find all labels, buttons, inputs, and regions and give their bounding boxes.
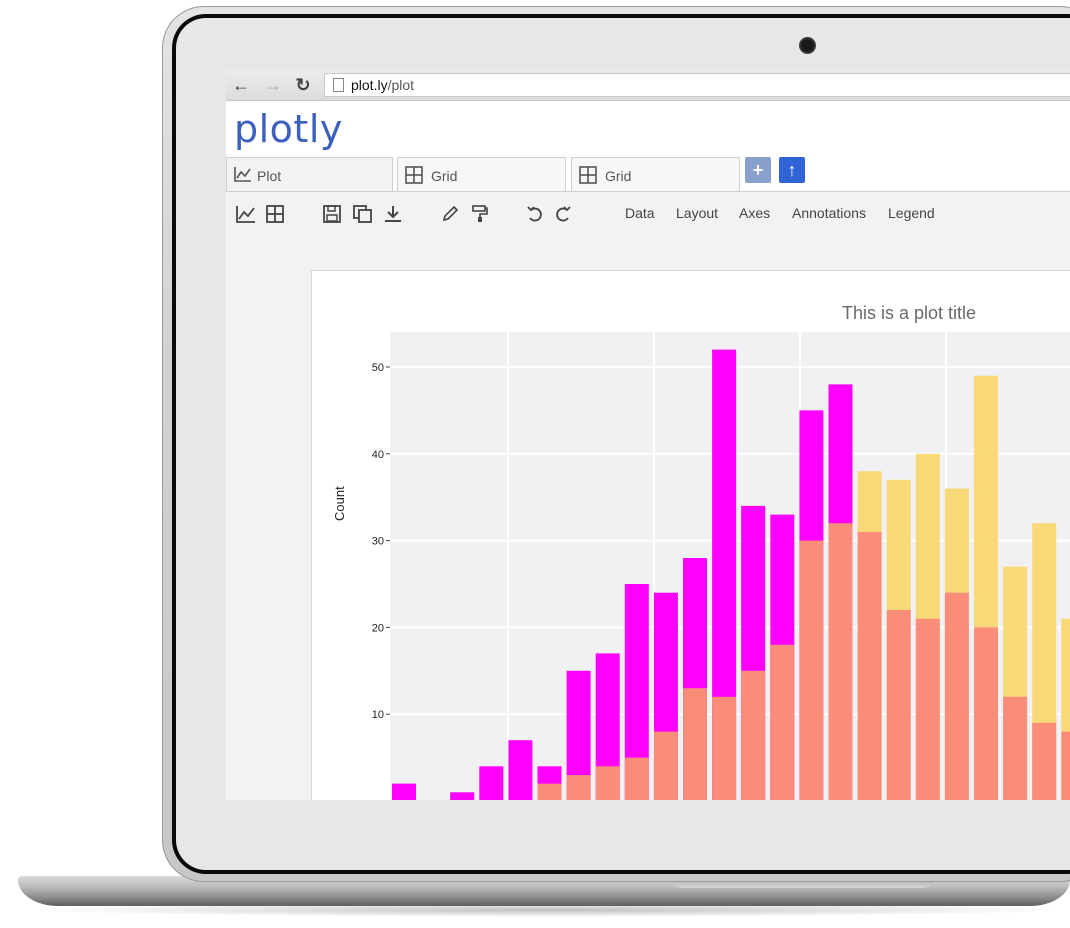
toolbar: Data Layout Axes Annotations Legend xyxy=(226,192,1070,234)
menu-data[interactable]: Data xyxy=(625,205,655,221)
bar xyxy=(624,757,649,800)
arrow-up-icon: ↑ xyxy=(787,160,797,180)
tab-label: Grid xyxy=(431,168,458,184)
bar xyxy=(712,696,737,800)
grid-icon[interactable] xyxy=(266,205,288,225)
upload-button[interactable]: ↑ xyxy=(779,157,805,183)
plus-icon: + xyxy=(752,160,764,180)
y-tick-label: 20 xyxy=(372,622,384,634)
bar xyxy=(595,766,620,800)
bar xyxy=(450,792,475,800)
plotly-logo[interactable]: plotly xyxy=(234,107,343,151)
y-tick-label: 10 xyxy=(372,709,384,721)
grid-icon xyxy=(405,166,423,187)
chart: 10 20 30 40 50 xyxy=(372,332,1070,800)
bar xyxy=(974,627,998,800)
bar xyxy=(828,523,853,800)
tab-grid-2[interactable]: Grid xyxy=(571,157,740,191)
bar xyxy=(857,531,882,800)
menu-layout[interactable]: Layout xyxy=(676,205,719,221)
forward-arrow-icon[interactable]: → xyxy=(264,75,282,95)
bar xyxy=(537,783,562,800)
tab-label: Grid xyxy=(605,168,632,184)
bar xyxy=(508,740,533,800)
url-text: plot.ly/plot xyxy=(351,77,414,93)
bar xyxy=(566,775,591,800)
download-icon[interactable] xyxy=(383,205,405,225)
bar xyxy=(799,540,824,800)
page-icon xyxy=(333,78,344,92)
camera-icon xyxy=(801,39,814,52)
bar xyxy=(479,766,504,800)
bar xyxy=(770,644,795,800)
screen: ← → ↻ plot.ly/plot plotly Plot Grid xyxy=(226,70,1070,800)
grid-icon xyxy=(579,166,597,187)
bar xyxy=(1032,722,1057,800)
redo-icon[interactable] xyxy=(554,205,576,225)
y-tick-label: 30 xyxy=(372,536,384,548)
left-gutter xyxy=(226,234,311,800)
save-icon[interactable] xyxy=(323,205,345,225)
plot-panel: 10 20 30 40 50 This is a plot title Count xyxy=(311,270,1070,800)
url-input[interactable]: plot.ly/plot xyxy=(324,73,1070,97)
bar xyxy=(653,731,678,800)
add-tab-button[interactable]: + xyxy=(745,157,771,183)
y-axis-label: Count xyxy=(332,486,347,521)
app-header: plotly xyxy=(226,101,1070,153)
undo-icon[interactable] xyxy=(526,205,548,225)
bar xyxy=(741,670,766,800)
tab-label: Plot xyxy=(257,168,282,184)
back-arrow-icon[interactable]: ← xyxy=(232,75,250,95)
menu-annotations[interactable]: Annotations xyxy=(792,205,866,221)
bar xyxy=(886,610,911,800)
url-path: /plot xyxy=(387,77,415,93)
y-tick-label: 50 xyxy=(372,362,384,374)
reload-icon[interactable]: ↻ xyxy=(295,75,311,95)
line-chart-icon xyxy=(234,166,252,185)
bar xyxy=(915,618,940,800)
y-tick-label: 40 xyxy=(372,449,384,461)
pencil-icon[interactable] xyxy=(441,205,463,225)
laptop-shadow xyxy=(30,903,1070,917)
y-ticks: 10 20 30 40 50 xyxy=(372,362,390,721)
browser-address-bar: ← → ↻ plot.ly/plot xyxy=(226,70,1070,101)
tab-grid-1[interactable]: Grid xyxy=(397,157,566,191)
paint-roller-icon[interactable] xyxy=(471,205,493,225)
line-chart-icon[interactable] xyxy=(236,205,258,225)
bar xyxy=(1061,731,1070,800)
bar xyxy=(392,783,416,800)
bar xyxy=(944,592,969,800)
chart-title: This is a plot title xyxy=(842,303,977,323)
bar xyxy=(1003,696,1028,800)
bar xyxy=(683,688,707,800)
menu-legend[interactable]: Legend xyxy=(888,205,935,221)
tab-bar: Plot Grid Grid + ↑ xyxy=(226,153,1070,192)
duplicate-icon[interactable] xyxy=(353,205,375,225)
bar xyxy=(1061,618,1070,800)
url-host: plot.ly xyxy=(351,77,388,93)
menu-axes[interactable]: Axes xyxy=(739,205,771,221)
bars xyxy=(392,349,1070,800)
tab-plot[interactable]: Plot xyxy=(226,157,393,191)
